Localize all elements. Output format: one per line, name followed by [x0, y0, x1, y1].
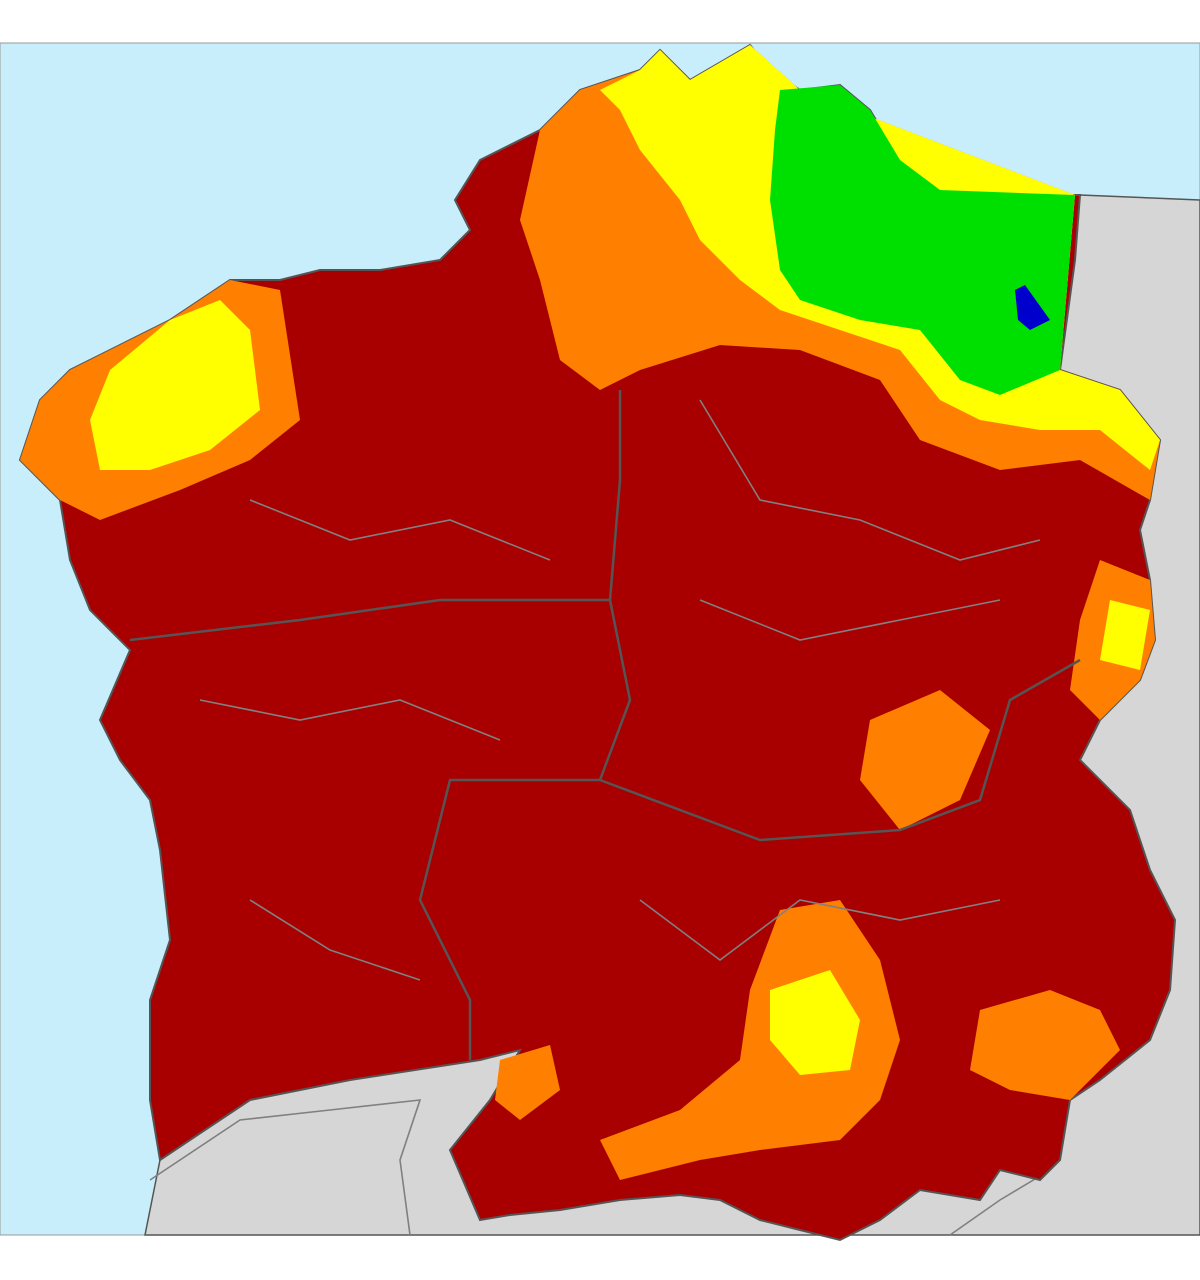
region-moderate — [770, 970, 860, 1075]
municipal-border — [249, 499, 551, 561]
region-high — [860, 690, 990, 830]
land-border — [949, 1169, 1051, 1236]
region-high — [495, 1045, 560, 1120]
region-moderate — [90, 300, 260, 470]
municipal-border — [639, 899, 1001, 961]
province-border — [418, 778, 600, 1060]
region-moderate — [1100, 600, 1150, 670]
municipal-border — [699, 399, 1041, 561]
municipal-border — [249, 899, 421, 981]
province-border — [129, 598, 610, 642]
region-high — [970, 990, 1120, 1100]
municipal-border — [199, 699, 501, 741]
region-low — [770, 85, 1075, 395]
municipal-border — [699, 599, 1001, 641]
land-border — [149, 1099, 422, 1236]
province-border — [599, 658, 1081, 842]
region-very-low — [1015, 285, 1050, 330]
region-high — [600, 900, 900, 1180]
